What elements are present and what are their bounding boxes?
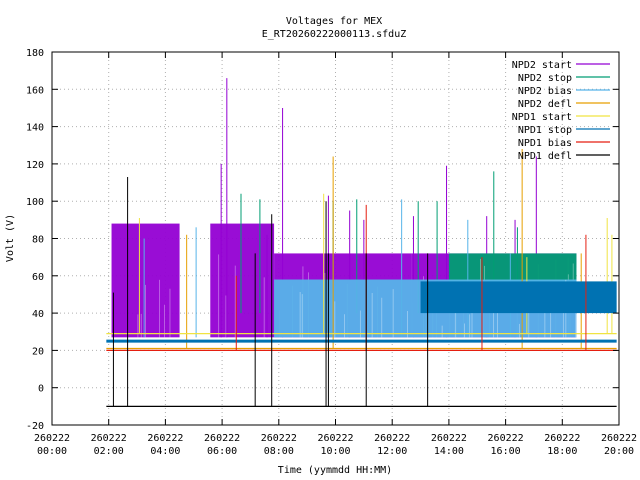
y-tick-label: 60: [32, 272, 44, 283]
x-tick-label-time: 16:00: [491, 446, 521, 457]
x-tick-label-date: 260222: [317, 433, 353, 444]
x-tick-label-date: 260222: [204, 433, 240, 444]
legend-label: NPD1 defl: [518, 151, 572, 162]
legend-label: NPD2 defl: [518, 99, 572, 110]
series-band: [210, 223, 275, 338]
y-axis-label: Volt (V): [5, 214, 16, 262]
y-tick-label: 0: [38, 384, 44, 395]
x-tick-label-date: 260222: [431, 433, 467, 444]
y-tick-label: 80: [32, 235, 44, 246]
x-tick-label-date: 260222: [34, 433, 70, 444]
legend-label: NPD2 start: [512, 60, 572, 71]
legend-label: NPD2 bias: [518, 86, 572, 97]
plot-area: [106, 78, 617, 407]
series-npd1-defl: [106, 176, 617, 407]
y-tick-label: 20: [32, 346, 44, 357]
x-tick-label-time: 18:00: [547, 446, 577, 457]
y-tick-label: 160: [26, 85, 44, 96]
axis-ticks: -20 0 20 40 60 80 100 120 140 160 180 260222 00:00 26…: [26, 48, 637, 457]
legend-label: NPD1 stop: [518, 125, 572, 136]
x-tick-label-date: 260222: [374, 433, 410, 444]
y-tick-label: 140: [26, 123, 44, 134]
y-tick-label: -20: [26, 421, 44, 432]
legend: NPD2 start NPD2 stop NPD2 bias NPD2 defl NPD…: [512, 60, 610, 162]
series-npd1-start: [106, 193, 617, 335]
chart-title: Voltages for MEX: [286, 16, 382, 27]
legend-label: NPD1 bias: [518, 138, 572, 149]
x-tick-label-time: 12:00: [377, 446, 407, 457]
x-tick-label-date: 260222: [261, 433, 297, 444]
x-tick-label-time: 02:00: [94, 446, 124, 457]
series-npd2-defl: [106, 148, 617, 350]
x-tick-label-time: 10:00: [320, 446, 350, 457]
x-tick-label-time: 04:00: [150, 446, 180, 457]
x-tick-label-time: 06:00: [207, 446, 237, 457]
x-tick-label-time: 20:00: [604, 446, 634, 457]
x-tick-label-time: 00:00: [37, 446, 67, 457]
x-tick-label-date: 260222: [601, 433, 637, 444]
x-tick-label-date: 260222: [544, 433, 580, 444]
x-tick-label-date: 260222: [91, 433, 127, 444]
x-tick-label-time: 08:00: [264, 446, 294, 457]
x-tick-label-time: 14:00: [434, 446, 464, 457]
legend-label: NPD1 start: [512, 112, 572, 123]
x-tick-label-date: 260222: [488, 433, 524, 444]
chart-subtitle: E_RT20260222000113.sfduZ: [262, 29, 407, 40]
y-tick-label: 120: [26, 160, 44, 171]
series-band: [420, 281, 617, 314]
x-tick-label-date: 260222: [147, 433, 183, 444]
y-tick-label: 100: [26, 197, 44, 208]
y-tick-label: 40: [32, 309, 44, 320]
y-tick-label: 180: [26, 48, 44, 59]
x-axis-label: Time (yymmdd HH:MM): [278, 465, 392, 476]
series-npd1-stop: [106, 281, 617, 343]
legend-label: NPD2 stop: [518, 73, 572, 84]
